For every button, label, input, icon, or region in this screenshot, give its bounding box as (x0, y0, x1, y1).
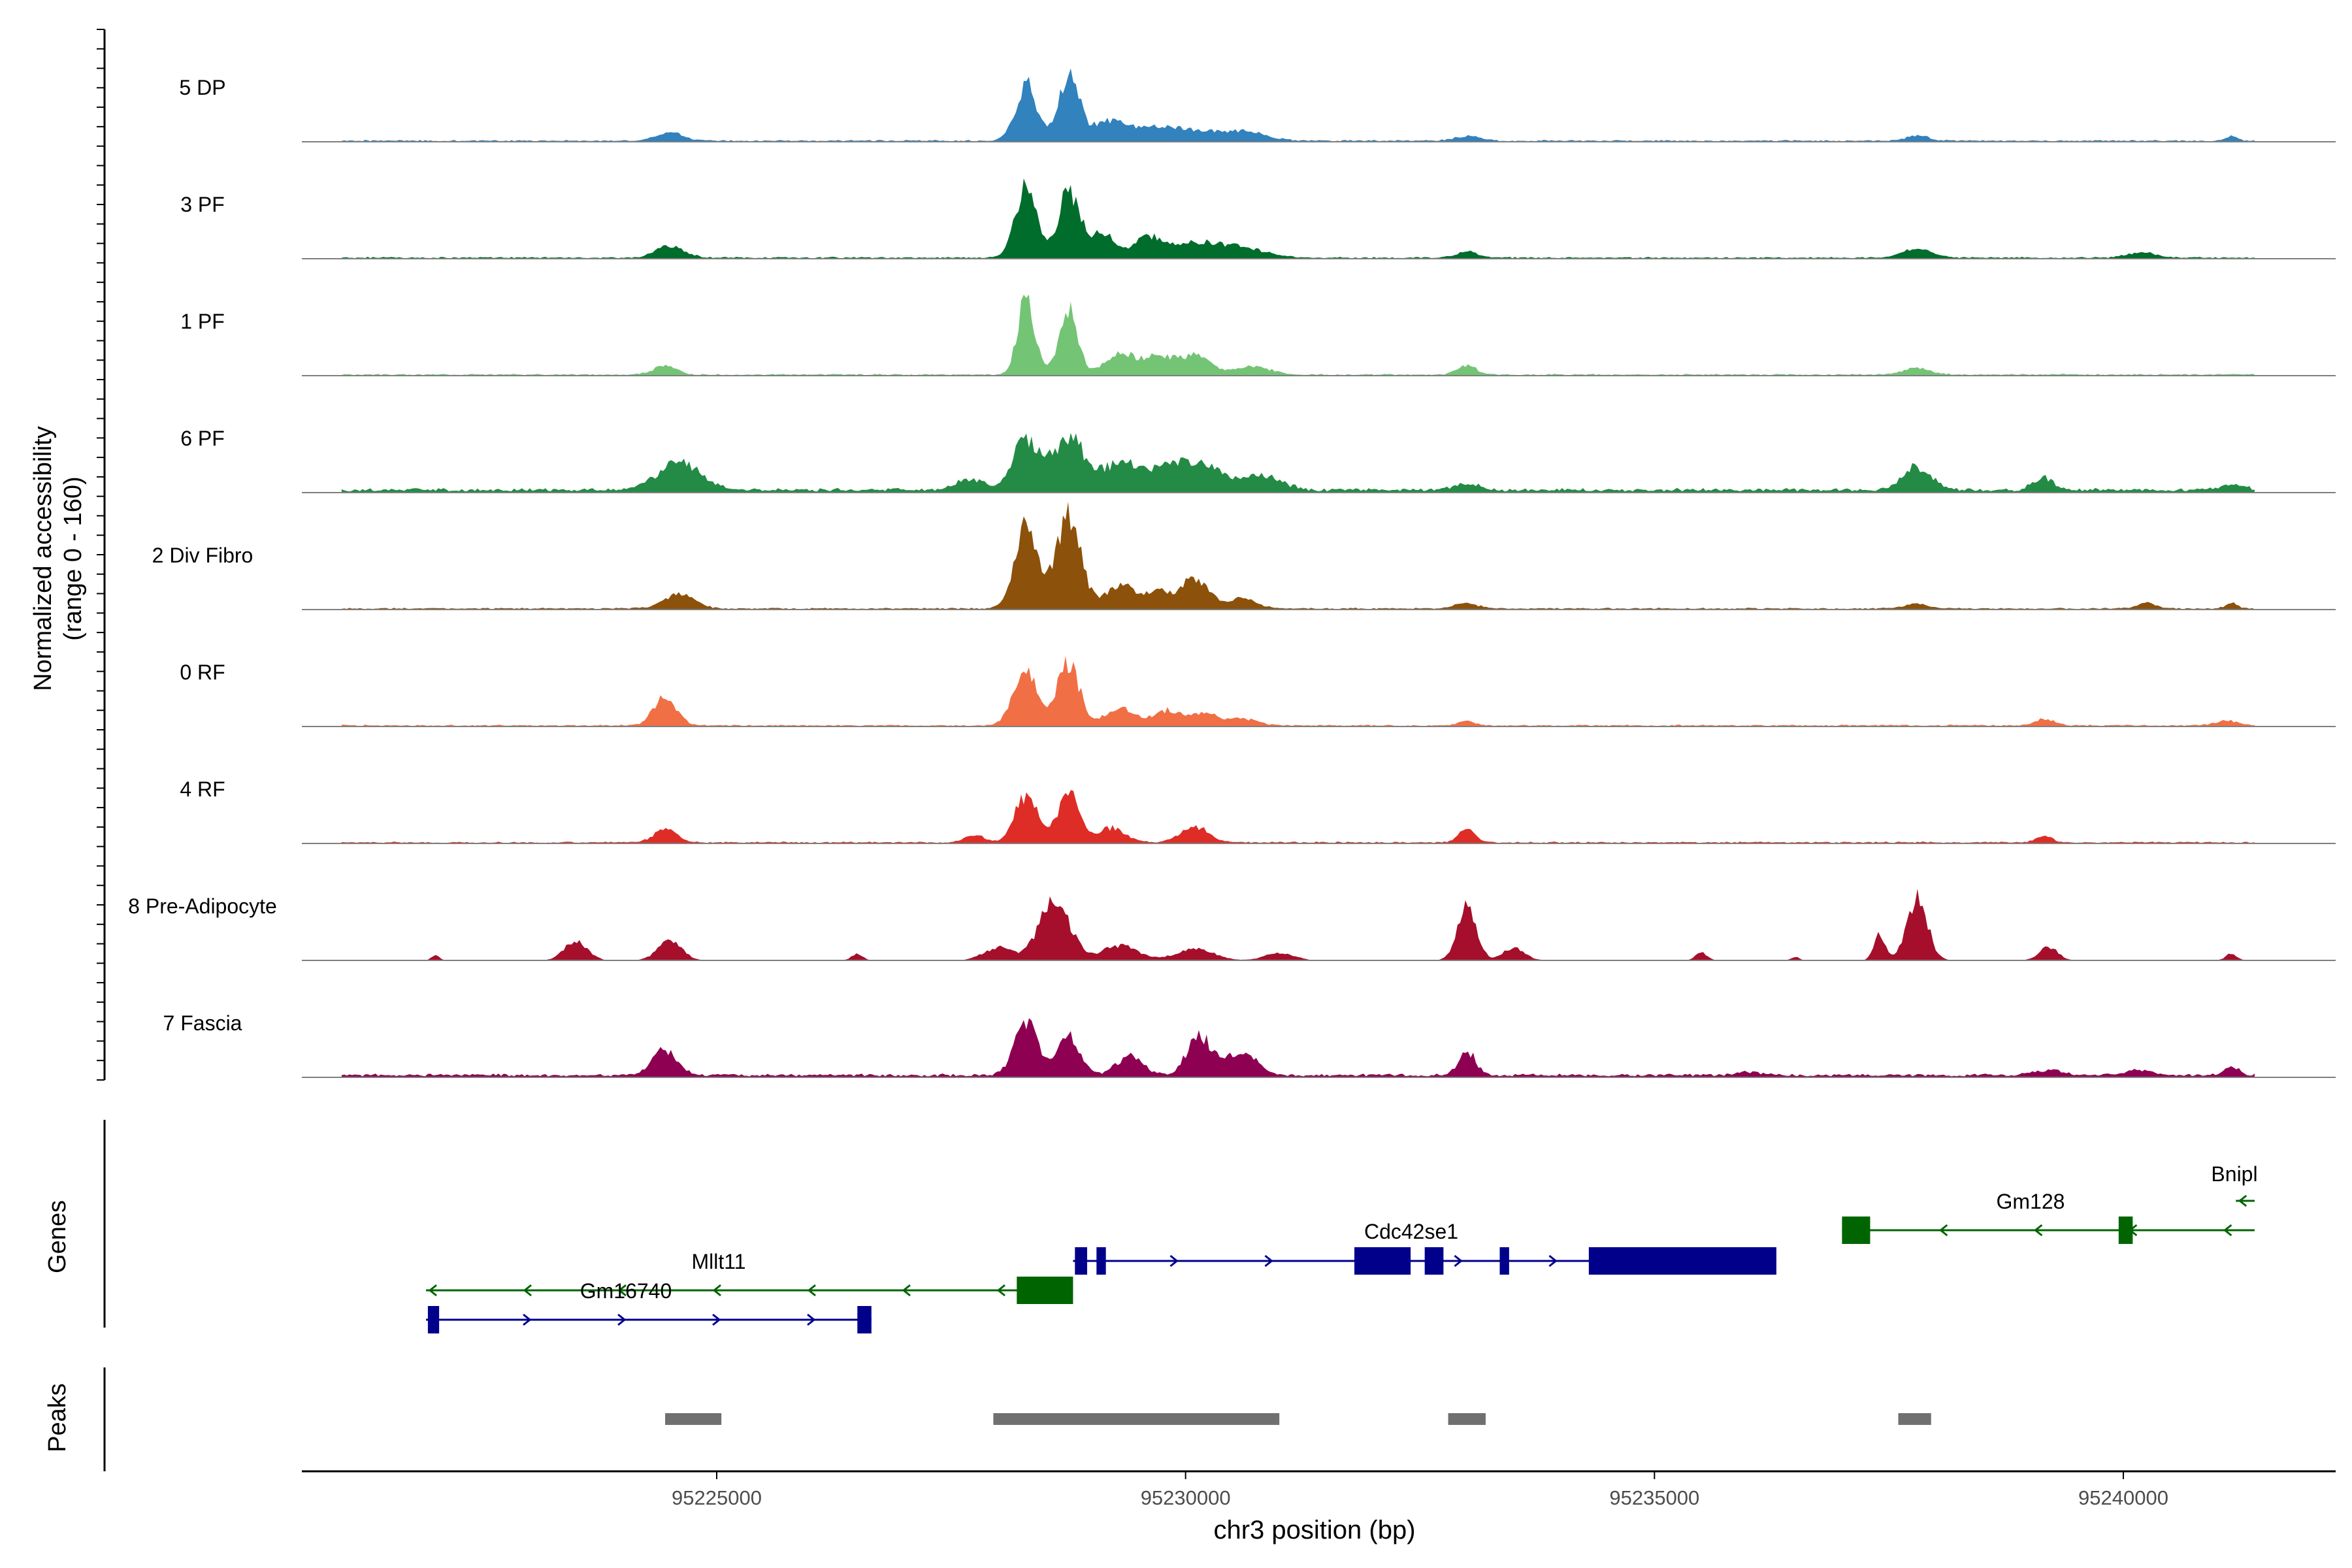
track-label: 3 PF (180, 193, 225, 216)
track-7-fascia (302, 1018, 2336, 1078)
coverage-area (341, 68, 2255, 142)
gene-gm128: Gm128 (1842, 1190, 2255, 1244)
coverage-area (341, 502, 2255, 610)
track-label: 1 PF (180, 310, 225, 333)
track-label: 5 DP (179, 76, 225, 99)
track-label: 7 Fascia (163, 1011, 242, 1035)
exon (1075, 1247, 1087, 1275)
x-tick-label: 95225000 (672, 1486, 762, 1509)
strand-chevron (1938, 1224, 1948, 1237)
x-axis: 95225000 95230000 95235000 95240000 (302, 1470, 2336, 1509)
strand-chevron (428, 1284, 437, 1297)
strand-chevron (617, 1284, 627, 1297)
strand-chevron (807, 1284, 816, 1297)
peak-region (665, 1413, 722, 1425)
peak-region (1448, 1413, 1486, 1425)
x-tick-label: 95230000 (1141, 1486, 1231, 1509)
exon (1017, 1277, 1073, 1304)
coverage-area (341, 790, 2255, 843)
strand-chevron (2238, 1194, 2247, 1207)
track-1-pf (302, 294, 2336, 376)
exon (1096, 1247, 1106, 1275)
gene-label: Mllt11 (692, 1250, 746, 1273)
strand-chevron (523, 1284, 532, 1297)
peak-region (1898, 1413, 1931, 1425)
x-tick-label: 95235000 (1609, 1486, 1699, 1509)
strand-chevron (996, 1284, 1005, 1297)
exon (1588, 1247, 1776, 1275)
gene-label: Gm128 (1997, 1190, 2065, 1213)
genes-panel: Mllt11 Gm16740 Cdc42se1 Gm128 Bnipl (103, 1120, 2258, 1333)
strand-chevron (1454, 1254, 1463, 1267)
strand-chevron (1264, 1254, 1273, 1267)
y-axis-title-line1: Normalized accessibility (29, 426, 57, 691)
strand-chevron (807, 1313, 816, 1326)
gene-label: Cdc42se1 (1364, 1220, 1458, 1243)
track-labels: 5 DP 3 PF 1 PF 6 PF 2 Div Fibro 0 RF 4 RF 8 Pre… (128, 76, 277, 1035)
track-label: 4 RF (180, 777, 225, 801)
strand-chevron (902, 1284, 911, 1297)
y-axis (97, 29, 106, 1081)
exon (857, 1306, 872, 1333)
gene-bnipl: Bnipl (2211, 1162, 2258, 1207)
gene-mllt11: Mllt11 (426, 1250, 872, 1333)
strand-chevron (2223, 1224, 2232, 1237)
track-label: 0 RF (180, 661, 225, 684)
exon (2118, 1217, 2133, 1244)
strand-chevron (1169, 1254, 1179, 1267)
strand-chevron (712, 1284, 721, 1297)
coverage-tracks (302, 68, 2336, 1078)
track-3-pf (302, 178, 2336, 259)
peaks-panel (103, 1367, 1931, 1471)
coverage-area (341, 656, 2255, 727)
x-axis-title: chr3 position (bp) (1213, 1516, 1415, 1544)
exon (427, 1306, 440, 1333)
coverage-area (341, 433, 2255, 493)
track-label: 2 Div Fibro (152, 544, 253, 567)
track-5-dp (302, 68, 2336, 142)
coverage-area (341, 178, 2255, 259)
strand-chevron (617, 1313, 627, 1326)
coverage-area (341, 1018, 2255, 1077)
track-8-pre-adipocyte (302, 889, 2336, 961)
exon (1499, 1247, 1509, 1275)
track-6-pf (302, 433, 2336, 493)
track-4-rf (302, 790, 2336, 844)
strand-chevron (2033, 1224, 2043, 1237)
gene-cdc42se1: Cdc42se1 (1073, 1220, 1776, 1275)
gene-label: Bnipl (2211, 1162, 2257, 1186)
track-0-rf (302, 656, 2336, 727)
exon (1424, 1247, 1444, 1275)
peak-region (993, 1413, 1280, 1425)
track-2-div-fibro (302, 502, 2336, 610)
exon (1842, 1217, 1870, 1244)
strand-chevron (1548, 1254, 1558, 1267)
track-label: 8 Pre-Adipocyte (128, 894, 277, 918)
strand-chevron (712, 1313, 721, 1326)
y-axis-title-line2: (range 0 - 160) (59, 476, 87, 640)
exon (1354, 1247, 1411, 1275)
track-label: 6 PF (180, 427, 225, 450)
genes-axis-title: Genes (44, 1200, 71, 1273)
coverage-area (341, 889, 2255, 960)
gene-gm16740: Gm16740 (426, 1277, 1073, 1304)
peaks-axis-title: Peaks (44, 1383, 71, 1452)
gene-label: Gm16740 (580, 1279, 672, 1303)
coverage-area (341, 294, 2255, 376)
strand-chevron (523, 1313, 532, 1326)
x-tick-label: 95240000 (2078, 1486, 2168, 1509)
